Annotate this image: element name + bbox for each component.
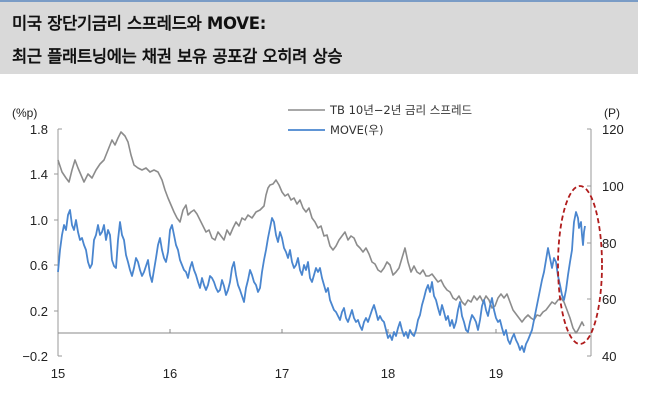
left-tick-1.4: 1.4 [30,167,48,182]
x-tick-16: 16 [163,366,177,381]
left-axis-unit: (%p) [12,106,37,120]
right-tick-80: 80 [602,236,616,251]
left-tick-neg0.2: −0.2 [22,349,48,364]
chart-title-line-1: 미국 장단기금리 스프레드와 MOVE: [12,14,267,33]
spread-series-line [57,131,585,334]
x-tick-18: 18 [381,366,395,381]
chart-title-box: 미국 장단기금리 스프레드와 MOVE: 최근 플래트닝에는 채권 보유 공포감… [0,0,638,74]
x-tick-15: 15 [51,366,65,381]
move-series-line [57,209,586,353]
x-axis: 15 16 17 18 19 [51,329,591,381]
left-tick-1.0: 1.0 [30,213,48,228]
chart-title-line-2: 최근 플래트닝에는 채권 보유 공포감 오히려 상승 [12,47,343,66]
left-y-axis: 1.8 1.4 1.0 0.6 0.2 −0.2 [22,122,62,364]
left-tick-0.2: 0.2 [30,304,48,319]
left-tick-1.8: 1.8 [30,122,48,137]
right-axis-unit: (P) [604,106,620,120]
left-tick-0.6: 0.6 [30,258,48,273]
x-tick-17: 17 [275,366,289,381]
right-y-axis: 120 100 80 60 40 [587,122,624,364]
right-tick-100: 100 [602,179,624,194]
legend-spread-label: TB 10년−2년 금리 스프레드 [329,103,472,117]
right-tick-120: 120 [602,122,624,137]
legend: TB 10년−2년 금리 스프레드 MOVE(우) [288,103,472,137]
x-tick-19: 19 [489,366,503,381]
right-tick-60: 60 [602,292,616,307]
highlight-ellipse [557,185,603,345]
legend-move-label: MOVE(우) [330,123,383,137]
right-tick-40: 40 [602,349,616,364]
